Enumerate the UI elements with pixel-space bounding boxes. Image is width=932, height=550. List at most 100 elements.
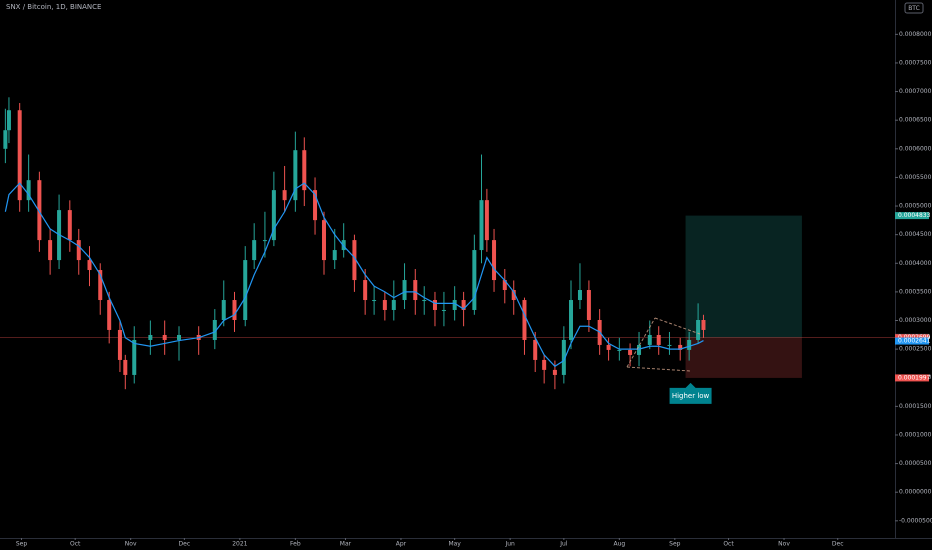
y-tick-label: 0.0005500 <box>899 174 932 181</box>
candle-body <box>232 300 237 320</box>
candle-body <box>701 319 706 330</box>
candle-body <box>696 319 701 340</box>
price-label-box <box>895 212 929 220</box>
candle-body <box>441 309 446 311</box>
candle-body <box>606 344 611 350</box>
candle-body <box>87 260 92 271</box>
x-tick-label: Dec <box>832 541 844 548</box>
candle-body <box>479 200 484 251</box>
plot-area <box>0 97 895 390</box>
candle-body <box>252 240 257 261</box>
x-tick-label: Nov <box>125 541 137 548</box>
candle-body <box>382 300 387 310</box>
candle-body <box>107 300 112 330</box>
candle-body <box>48 240 53 261</box>
candle-body <box>552 369 557 375</box>
y-tick-label: 0.0000500 <box>899 460 932 467</box>
candle-body <box>313 190 318 221</box>
candle-body <box>461 300 466 310</box>
x-tick-label: May <box>448 541 461 548</box>
candle-body <box>302 150 307 191</box>
candle-body <box>432 300 437 310</box>
price-label: 0.0002641 <box>898 338 931 345</box>
candle-body <box>522 300 527 340</box>
candle-body <box>123 359 128 375</box>
y-tick-label: 0.0003500 <box>899 288 932 295</box>
candle-body <box>332 250 337 261</box>
candle-body <box>177 334 181 340</box>
x-tick-label: Dec <box>179 541 191 548</box>
candle-body <box>352 240 357 281</box>
price-label-box <box>895 337 929 345</box>
candle-body <box>391 300 396 310</box>
candle-body <box>363 280 368 301</box>
candle-body <box>484 200 489 241</box>
y-tick-label: 0.0008000 <box>899 31 932 38</box>
x-tick-label: Oct <box>723 541 734 548</box>
x-tick-label: Jul <box>559 541 568 548</box>
candle-body <box>282 190 287 201</box>
y-tick-label: 0.0004500 <box>899 231 932 238</box>
candle-body <box>6 110 11 131</box>
candle-body <box>148 334 153 340</box>
candle-body <box>492 240 497 281</box>
annotation-bubble <box>669 382 712 404</box>
candle-body <box>502 280 507 291</box>
candle-body <box>76 240 81 261</box>
currency-label: BTC <box>908 5 920 12</box>
candle-body <box>98 270 103 301</box>
x-tick-label: 2021 <box>232 541 247 548</box>
currency-badge[interactable] <box>904 2 924 14</box>
candle-body <box>678 344 683 350</box>
annotation-text: Higher low <box>672 392 710 400</box>
candle-body <box>422 300 427 302</box>
candle-body <box>221 300 226 320</box>
symbol-title: SNX / Bitcoin, 1D, BINANCE <box>6 3 101 11</box>
candle-body <box>452 300 457 310</box>
candle-body <box>262 240 267 242</box>
x-tick-label: Jun <box>504 541 515 548</box>
candle-body <box>561 339 566 375</box>
x-tick-label: Aug <box>613 541 625 548</box>
x-tick-label: Feb <box>290 541 301 548</box>
candle-body <box>37 180 42 241</box>
candle-body <box>687 339 692 350</box>
x-tick-label: Oct <box>70 541 81 548</box>
x-tick-label: Nov <box>778 541 790 548</box>
candle-body <box>656 334 661 345</box>
price-label: 0.0004833 <box>898 212 931 219</box>
candle-body <box>577 290 582 301</box>
candle-body <box>293 150 298 201</box>
candle-body <box>132 339 137 375</box>
y-tick-label: 0.0007000 <box>899 88 932 95</box>
candle-body <box>586 290 591 320</box>
candle-body <box>372 300 377 302</box>
x-tick-label: Mar <box>340 541 352 548</box>
y-tick-label: 0.0003000 <box>899 317 932 324</box>
candle-body <box>542 359 547 370</box>
candle-body <box>3 130 8 149</box>
y-tick-label: 0.0002500 <box>899 346 932 353</box>
candle-body <box>243 260 248 320</box>
triangle-trendlines <box>626 317 701 372</box>
y-tick-label: 0.0001000 <box>899 431 932 438</box>
candle-body <box>212 319 217 340</box>
y-tick-label: 0.0006500 <box>899 117 932 124</box>
candle-body <box>17 110 22 201</box>
candle-body <box>472 250 477 310</box>
x-tick-label: Sep <box>16 541 28 548</box>
candle-body <box>341 240 346 251</box>
y-tick-label: 0.0006000 <box>899 145 932 152</box>
candle-body <box>647 334 652 345</box>
candle-body <box>637 344 642 355</box>
y-tick-label: -0.0000500 <box>899 517 932 524</box>
stop-zone <box>685 337 802 378</box>
moving-average <box>4 182 704 368</box>
candle-body <box>271 190 276 241</box>
price-label: 0.0001997 <box>898 374 931 381</box>
candle-body <box>617 349 622 351</box>
candle-body <box>26 180 31 201</box>
candle-body <box>402 280 407 301</box>
